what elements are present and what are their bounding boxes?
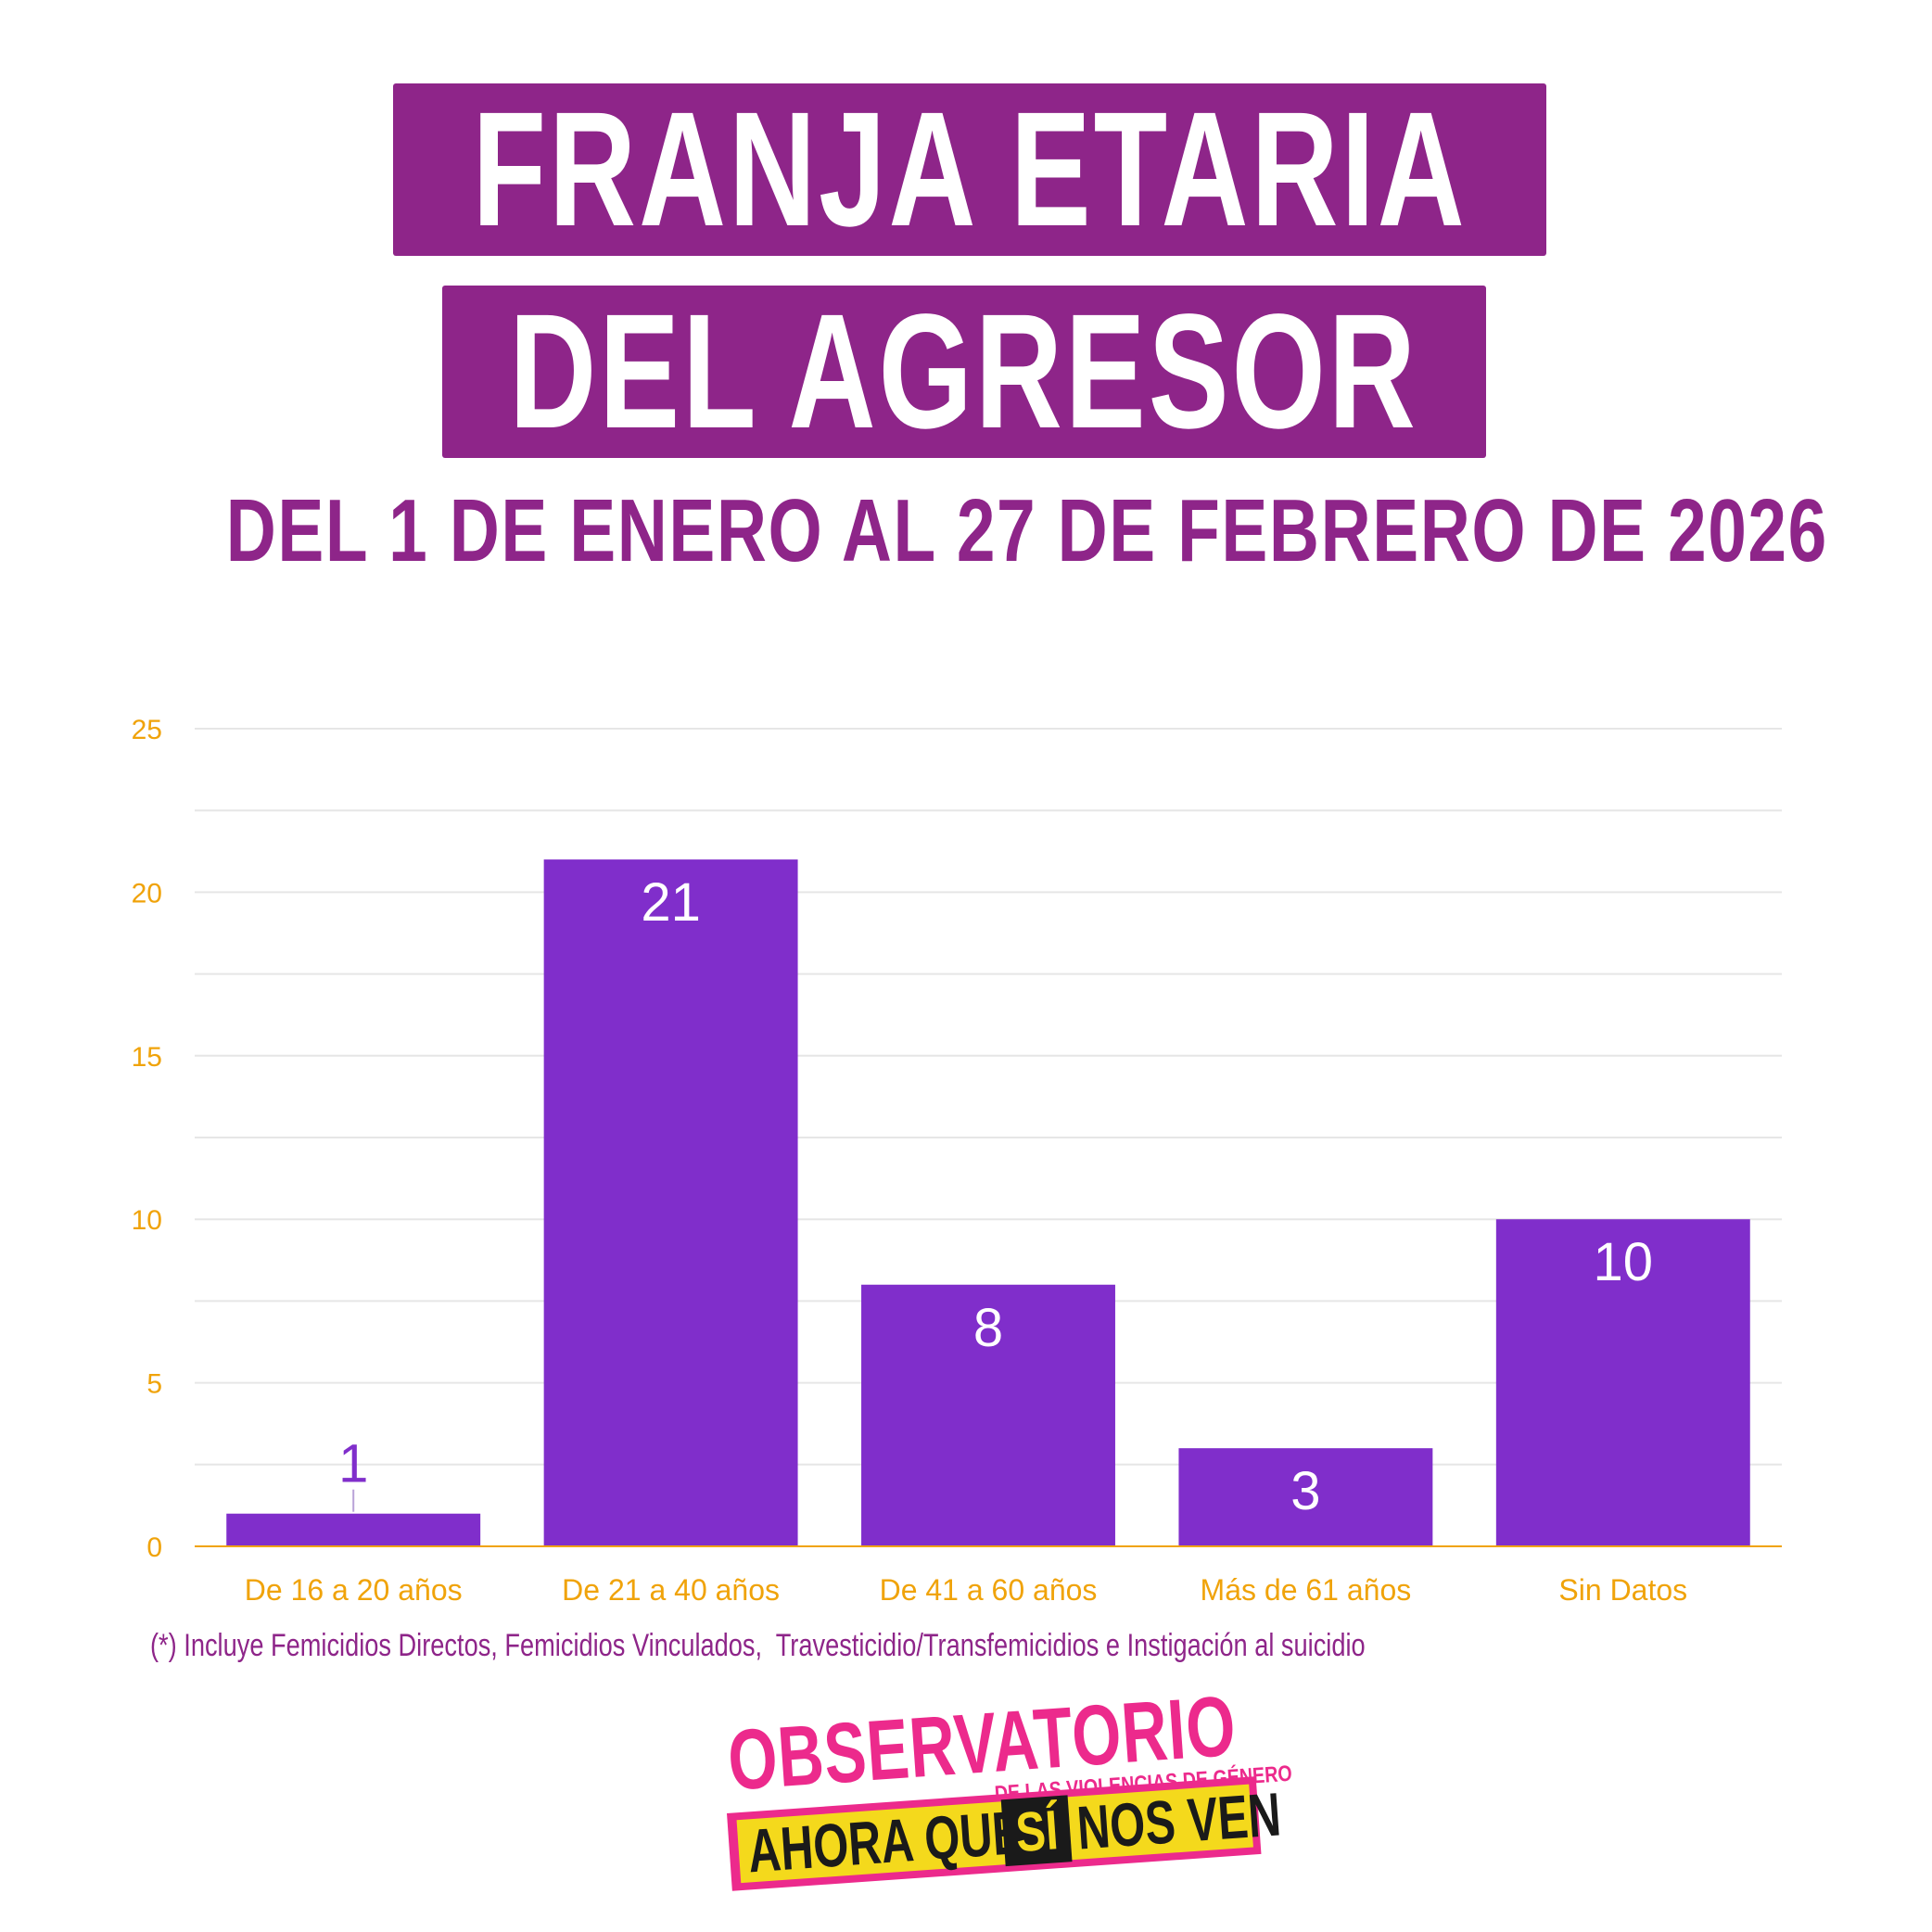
x-category-label: De 16 a 20 años [245,1573,463,1607]
data-label: 10 [1594,1232,1654,1292]
data-label: 8 [973,1298,1003,1358]
y-tick-label: 20 [132,878,162,909]
observatorio-logo: OBSERVATORIO DE LAS VIOLENCIAS DE GÉNERO… [725,1679,1293,1926]
bar [1495,1219,1750,1546]
title-line-2-text: DEL AGRESOR [509,281,1419,463]
y-tick-label: 0 [146,1532,162,1563]
title-line-2: DEL AGRESOR [442,281,1486,463]
logo-tagline-part-1: AHORA QUE [745,1797,1025,1886]
x-category-label: Más de 61 años [1201,1573,1412,1607]
x-category-label: Sin Datos [1558,1573,1687,1607]
subtitle-text: DEL 1 DE ENERO AL 27 DE FEBRERO DE 2026 [225,481,1828,580]
bars [226,859,1750,1546]
bar [543,859,798,1546]
x-axis-labels: De 16 a 20 años De 21 a 40 años De 41 a 60… [245,1573,1687,1607]
logo-tagline-si: SÍ [1013,1798,1061,1863]
y-tick-label: 10 [132,1205,162,1236]
y-tick-label: 5 [146,1369,162,1400]
bar [861,1284,1115,1546]
y-tick-label: 15 [132,1042,162,1073]
x-category-label: De 41 a 60 años [880,1573,1098,1607]
data-labels: 1 21 8 3 10 [338,872,1653,1521]
subtitle: DEL 1 DE ENERO AL 27 DE FEBRERO DE 2026 [0,480,1932,582]
x-category-label: De 21 a 40 años [562,1573,780,1607]
bar [226,1513,481,1546]
bar [1178,1448,1433,1546]
data-label: 1 [338,1434,368,1494]
title-line-1: FRANJA ETARIA [393,79,1546,261]
bar-chart: 0 5 10 15 20 25 De 16 a 20 años De 21 a 40 año… [132,715,1782,1607]
logo-si-box: SÍ [1000,1795,1073,1867]
y-axis-ticks: 0 5 10 15 20 25 [132,715,162,1563]
y-tick-label: 25 [132,715,162,745]
logo-tagline-part-2: NOS VEN [1074,1779,1283,1862]
data-label: 3 [1290,1461,1320,1521]
footnote: (*) Incluye Femicidios Directos, Femicid… [150,1628,1366,1663]
data-label: 21 [641,872,701,933]
title-line-1-text: FRANJA ETARIA [472,79,1468,261]
